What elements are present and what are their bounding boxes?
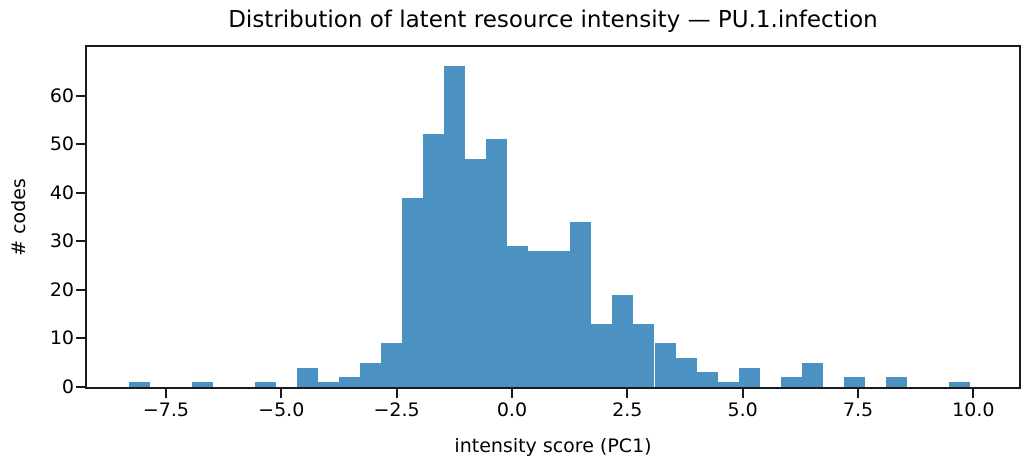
y-tick-mark [76,143,85,146]
y-tick-mark [76,240,85,243]
histogram-bar [738,367,760,387]
x-tick-label: 10.0 [952,399,995,421]
y-tick-label: 60 [49,84,74,107]
plot-area [85,45,1021,389]
histogram-bar [465,158,487,387]
histogram-bar [507,246,529,387]
histogram-bar [696,372,718,387]
histogram-bar [423,134,445,387]
histogram-bar [317,382,339,387]
y-tick-mark [76,386,85,388]
histogram-bar [717,382,739,387]
histogram-bar [612,294,634,387]
y-tick-label: 50 [49,133,74,156]
histogram-bar [949,382,971,387]
histogram-bar [843,377,865,387]
histogram-bar [780,377,802,387]
x-tick-label: −2.5 [373,399,420,421]
x-tick-mark [856,389,859,398]
x-tick-label: 7.5 [842,399,874,421]
histogram-bar [128,382,150,387]
y-tick-mark [76,337,85,340]
histogram-bar [591,323,613,387]
chart-title: Distribution of latent resource intensit… [228,7,878,33]
histogram-bar [801,362,823,387]
x-tick-mark [280,389,283,398]
histogram-bar [254,382,276,387]
histogram-bar [402,197,424,387]
histogram-bar [359,362,381,387]
y-tick-label: 20 [49,278,74,301]
x-tick-label: 5.0 [727,399,758,421]
histogram-bar [549,251,571,387]
histogram-bar [296,367,318,387]
histogram-bar [633,323,655,387]
y-tick-mark [76,288,85,291]
y-tick-label: 10 [49,327,74,350]
histogram-bar [570,221,592,387]
x-tick-mark [164,389,167,398]
y-tick-mark [76,94,85,97]
y-tick-mark [76,191,85,194]
x-tick-label: 0.0 [496,399,528,421]
histogram-bar [486,139,508,387]
histogram-bar [528,251,550,387]
histogram-bar [885,377,907,387]
histogram-bars [87,47,1019,387]
x-tick-label: −7.5 [142,399,189,421]
x-tick-mark [626,389,629,398]
x-tick-label: 2.5 [612,399,643,421]
x-tick-mark [972,389,975,398]
histogram-bar [191,382,213,387]
x-tick-mark [395,389,398,398]
histogram-bar [444,66,466,387]
x-axis-label: intensity score (PC1) [454,435,652,457]
x-tick-mark [741,389,744,398]
histogram-bar [654,343,676,387]
histogram-bar [338,377,360,387]
histogram-bar [380,343,403,387]
histogram-bar [675,357,697,387]
y-tick-label: 0 [61,376,74,398]
x-tick-mark [510,389,513,398]
y-tick-label: 40 [49,181,74,204]
x-tick-label: −5.0 [258,399,305,421]
y-tick-label: 30 [49,230,74,253]
